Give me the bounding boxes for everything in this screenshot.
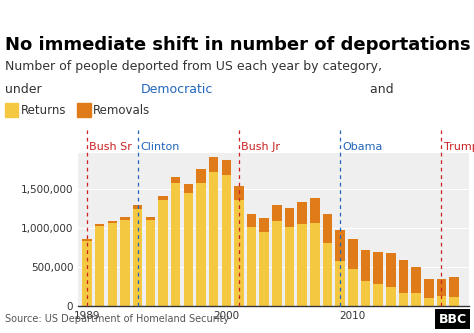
Bar bbox=[259, 217, 269, 232]
Bar bbox=[424, 298, 434, 306]
Bar bbox=[424, 279, 434, 298]
Bar bbox=[386, 253, 395, 287]
Bar bbox=[196, 183, 206, 306]
Bar bbox=[146, 220, 155, 306]
Text: Returns: Returns bbox=[20, 104, 66, 117]
Bar bbox=[272, 205, 282, 221]
Text: under: under bbox=[5, 84, 46, 97]
Bar bbox=[285, 208, 294, 227]
Bar bbox=[82, 239, 92, 241]
Text: BBC: BBC bbox=[439, 312, 467, 326]
Bar bbox=[234, 200, 244, 306]
Bar bbox=[374, 252, 383, 284]
Bar bbox=[285, 227, 294, 306]
Bar bbox=[108, 220, 117, 223]
Bar bbox=[209, 158, 219, 172]
Text: Source: US Department of Homeland Security: Source: US Department of Homeland Securi… bbox=[5, 314, 229, 324]
Bar bbox=[133, 205, 142, 209]
Bar bbox=[272, 221, 282, 306]
Bar bbox=[158, 200, 168, 306]
Text: Trump: Trump bbox=[444, 142, 474, 152]
Bar bbox=[386, 287, 395, 306]
Bar bbox=[348, 238, 357, 269]
Bar bbox=[77, 103, 91, 117]
Bar bbox=[259, 232, 269, 306]
Bar bbox=[171, 177, 181, 183]
Bar bbox=[158, 196, 168, 200]
Bar bbox=[171, 183, 181, 306]
Bar bbox=[183, 184, 193, 193]
Text: Bush Sr: Bush Sr bbox=[90, 142, 132, 152]
Bar bbox=[437, 296, 446, 306]
Bar bbox=[449, 277, 459, 297]
Bar bbox=[146, 217, 155, 220]
Bar bbox=[336, 261, 345, 306]
Bar bbox=[247, 227, 256, 306]
Bar bbox=[108, 223, 117, 306]
Bar bbox=[361, 250, 370, 281]
Bar bbox=[120, 216, 130, 220]
Bar bbox=[310, 198, 319, 223]
Text: No immediate shift in number of deportations: No immediate shift in number of deportat… bbox=[5, 36, 470, 54]
Bar bbox=[221, 175, 231, 306]
Bar bbox=[247, 214, 256, 227]
Bar bbox=[5, 103, 18, 117]
Bar bbox=[411, 267, 421, 293]
Bar bbox=[133, 209, 142, 306]
Bar bbox=[399, 260, 408, 293]
Bar bbox=[449, 297, 459, 306]
Text: Number of people deported from US each year by category,: Number of people deported from US each y… bbox=[5, 60, 382, 73]
Bar bbox=[95, 226, 104, 306]
Bar bbox=[221, 160, 231, 175]
Bar bbox=[323, 243, 332, 306]
Bar bbox=[323, 214, 332, 243]
Text: Bush Jr: Bush Jr bbox=[241, 142, 280, 152]
Bar bbox=[310, 223, 319, 306]
Bar bbox=[234, 186, 244, 200]
Bar bbox=[336, 230, 345, 261]
Text: Democratic: Democratic bbox=[140, 84, 213, 97]
Bar bbox=[120, 220, 130, 306]
Text: Clinton: Clinton bbox=[140, 142, 180, 152]
Bar bbox=[374, 284, 383, 306]
Bar bbox=[361, 281, 370, 306]
Bar bbox=[298, 224, 307, 306]
Bar bbox=[183, 193, 193, 306]
Text: and: and bbox=[366, 84, 398, 97]
Bar bbox=[437, 278, 446, 296]
Bar bbox=[348, 269, 357, 306]
Bar bbox=[82, 241, 92, 306]
Bar bbox=[209, 172, 219, 306]
Bar bbox=[95, 224, 104, 226]
Bar bbox=[298, 202, 307, 224]
Bar bbox=[399, 293, 408, 306]
Bar bbox=[196, 169, 206, 183]
Text: Removals: Removals bbox=[93, 104, 150, 117]
Text: Obama: Obama bbox=[343, 142, 383, 152]
Bar bbox=[411, 293, 421, 306]
